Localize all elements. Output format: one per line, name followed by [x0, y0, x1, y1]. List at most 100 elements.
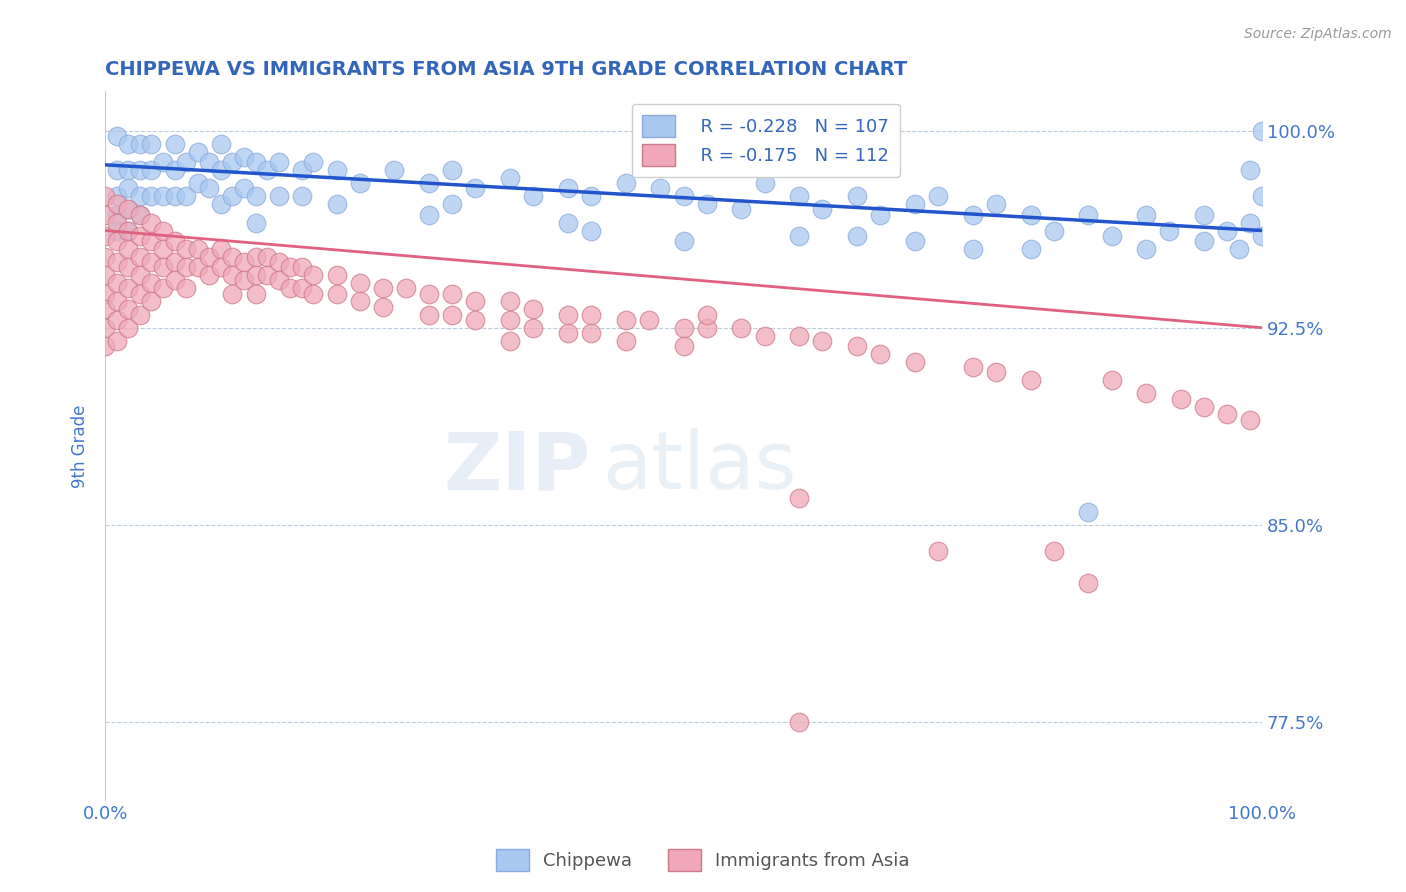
Point: [245, 155, 267, 169]
Point: [267, 189, 290, 203]
Point: [984, 365, 1007, 379]
Point: [152, 189, 174, 203]
Point: [696, 308, 718, 322]
Point: [1227, 242, 1250, 256]
Point: [1019, 373, 1042, 387]
Point: [441, 286, 464, 301]
Point: [94, 268, 117, 282]
Point: [787, 228, 810, 243]
Point: [464, 294, 486, 309]
Point: [105, 255, 128, 269]
Point: [267, 273, 290, 287]
Point: [371, 281, 394, 295]
Point: [637, 313, 659, 327]
Point: [256, 250, 278, 264]
Point: [614, 334, 637, 348]
Point: [163, 136, 186, 151]
Point: [117, 181, 139, 195]
Point: [245, 268, 267, 282]
Point: [209, 197, 232, 211]
Point: [267, 255, 290, 269]
Point: [221, 155, 243, 169]
Point: [209, 163, 232, 178]
Point: [672, 234, 695, 248]
Point: [141, 163, 163, 178]
Point: [129, 308, 152, 322]
Point: [163, 234, 186, 248]
Point: [349, 176, 371, 190]
Point: [152, 260, 174, 275]
Point: [672, 189, 695, 203]
Point: [869, 208, 891, 222]
Point: [129, 189, 152, 203]
Point: [141, 216, 163, 230]
Point: [278, 260, 301, 275]
Point: [696, 197, 718, 211]
Point: [672, 320, 695, 334]
Point: [441, 197, 464, 211]
Point: [291, 189, 314, 203]
Point: [105, 313, 128, 327]
Point: [105, 223, 128, 237]
Point: [787, 491, 810, 506]
Point: [141, 294, 163, 309]
Point: [1192, 234, 1215, 248]
Point: [163, 255, 186, 269]
Point: [787, 714, 810, 729]
Point: [499, 313, 522, 327]
Point: [129, 136, 152, 151]
Point: [1170, 392, 1192, 406]
Point: [557, 326, 579, 340]
Point: [1192, 400, 1215, 414]
Point: [152, 242, 174, 256]
Point: [245, 250, 267, 264]
Point: [418, 286, 440, 301]
Point: [105, 294, 128, 309]
Point: [557, 216, 579, 230]
Point: [730, 202, 752, 217]
Point: [209, 260, 232, 275]
Point: [1042, 223, 1064, 237]
Point: [163, 189, 186, 203]
Point: [418, 208, 440, 222]
Point: [163, 273, 186, 287]
Text: ZIP: ZIP: [444, 428, 591, 507]
Point: [499, 171, 522, 186]
Point: [579, 189, 602, 203]
Point: [267, 155, 290, 169]
Point: [291, 281, 314, 295]
Point: [163, 163, 186, 178]
Point: [94, 228, 117, 243]
Point: [105, 128, 128, 143]
Point: [754, 176, 776, 190]
Point: [1042, 544, 1064, 558]
Point: [579, 308, 602, 322]
Point: [927, 544, 949, 558]
Point: [117, 260, 139, 275]
Point: [962, 360, 984, 375]
Point: [117, 242, 139, 256]
Point: [1019, 242, 1042, 256]
Point: [1101, 228, 1123, 243]
Point: [811, 334, 834, 348]
Point: [1239, 216, 1261, 230]
Text: atlas: atlas: [603, 428, 797, 507]
Point: [787, 328, 810, 343]
Point: [579, 223, 602, 237]
Point: [187, 176, 209, 190]
Point: [1251, 123, 1274, 137]
Point: [1077, 575, 1099, 590]
Point: [1135, 242, 1157, 256]
Point: [233, 273, 256, 287]
Point: [221, 189, 243, 203]
Point: [245, 216, 267, 230]
Point: [441, 308, 464, 322]
Point: [141, 136, 163, 151]
Point: [105, 234, 128, 248]
Point: [117, 281, 139, 295]
Point: [233, 181, 256, 195]
Point: [349, 276, 371, 290]
Point: [349, 294, 371, 309]
Point: [105, 334, 128, 348]
Point: [325, 268, 347, 282]
